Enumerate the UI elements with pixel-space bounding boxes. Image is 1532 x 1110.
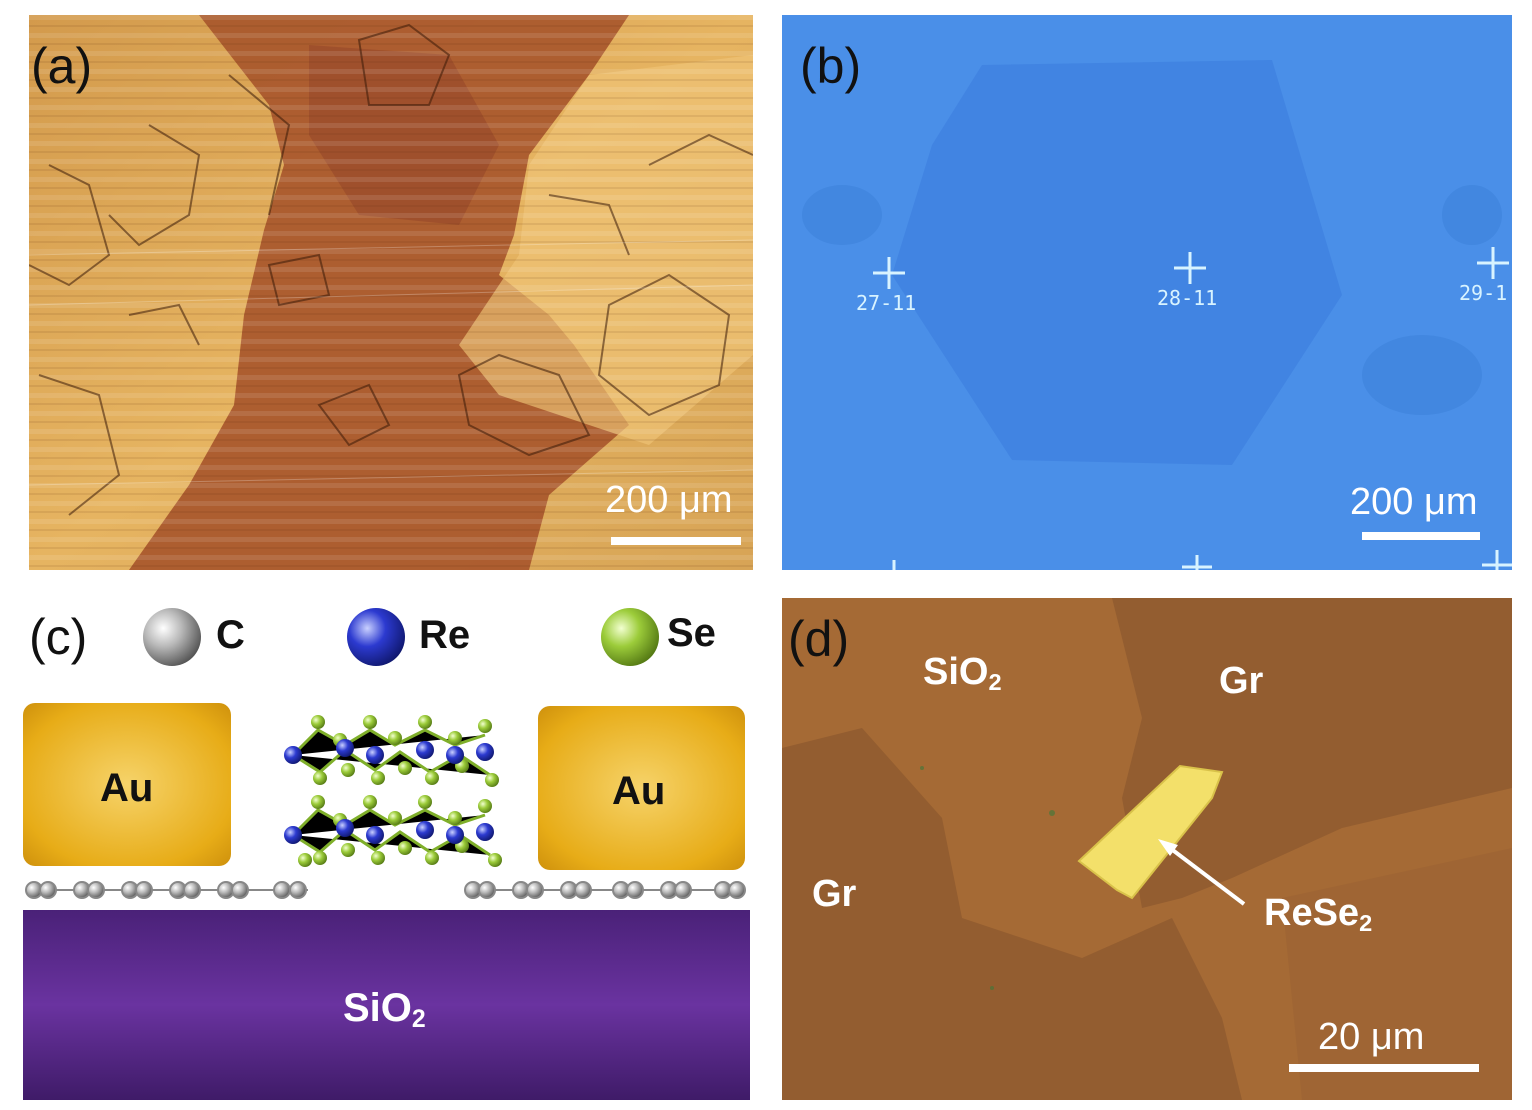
gold-contact-left-shape [23, 703, 231, 866]
panel-d-scale-bar [1289, 1064, 1479, 1072]
substrate-label: SiO2 [343, 986, 426, 1034]
panel-d-label: (d) [788, 611, 850, 667]
gold-contact-left-label: Au [100, 766, 154, 810]
panel-b-scale-label: 200 μm [1350, 481, 1478, 523]
rese2-flake-shape [1077, 764, 1224, 900]
legend-label-selenium: Se [667, 611, 716, 655]
panel-a-label: (a) [31, 38, 93, 94]
panel-d-optical-image: (d) SiO2 Gr Gr ReSe2 20 μm [782, 598, 1512, 1100]
panel-b-optical-image: (b) 27-11 28-11 29-1 200 μm [782, 15, 1512, 570]
panel-b-label: (b) [800, 38, 862, 94]
gold-contact-right-label: Au [612, 769, 666, 813]
panel-c-device-schematic: (c) [0, 590, 770, 1110]
graphene-carbon-chain-left [25, 881, 308, 899]
rese2-flake-label: ReSe2 [1264, 892, 1373, 936]
legend-label-rhenium: Re [419, 613, 471, 657]
graphene-region-label-top: Gr [1219, 660, 1264, 702]
marker-label-27-11: 27-11 [856, 291, 917, 315]
panel-d-scale-label: 20 μm [1318, 1016, 1425, 1058]
copper-foil-micrograph [29, 15, 753, 570]
marker-label-29-1: 29-1 [1459, 281, 1508, 305]
blue-substrate-micrograph [782, 15, 1512, 570]
panel-a-scale-label: 200 μm [605, 479, 733, 521]
panel-a-scale-bar [611, 537, 741, 545]
carbon-atom-legend-icon [143, 608, 201, 666]
panel-b-scale-bar [1362, 532, 1480, 540]
sio2-substrate-shape [23, 910, 750, 1100]
panel-a-optical-image: (a) 200 μm [29, 15, 753, 570]
gold-contact-right-shape [538, 706, 745, 870]
sio2-region-label: SiO2 [923, 651, 1002, 695]
selenium-atom-legend-icon [601, 608, 659, 666]
schematic-graphics [23, 608, 750, 1100]
graphene-carbon-chain-right [464, 881, 746, 899]
graphene-region-label-left: Gr [812, 873, 857, 915]
rese2-bilayer-structure [284, 715, 502, 867]
marker-label-28-11: 28-11 [1157, 286, 1218, 310]
rhenium-atom-legend-icon [347, 608, 405, 666]
rese2-pointer-arrow [1164, 843, 1246, 906]
panel-c-label: (c) [29, 609, 88, 665]
legend-label-carbon: C [216, 613, 245, 657]
device-micrograph [782, 598, 1512, 1100]
